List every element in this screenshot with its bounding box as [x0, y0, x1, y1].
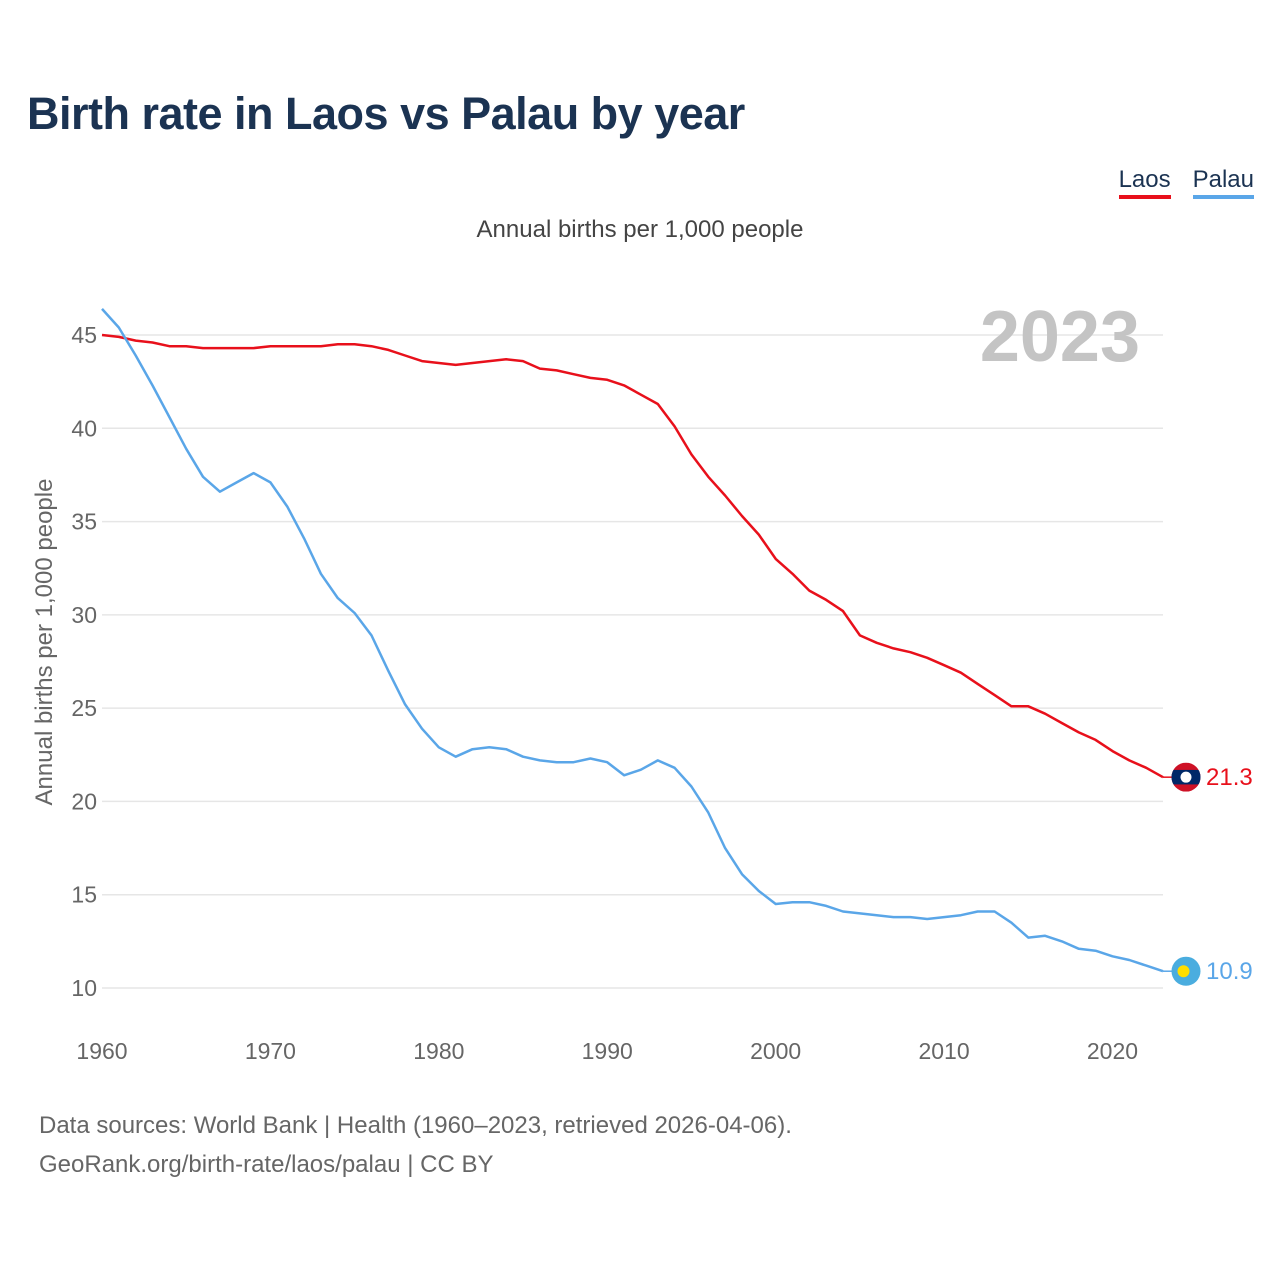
x-tick-label: 2000	[750, 1038, 801, 1064]
series-line-laos[interactable]	[101, 333, 1164, 779]
footer: Data sources: World Bank | Health (1960–…	[39, 1106, 792, 1184]
y-tick-label: 45	[71, 322, 97, 348]
chart-subtitle: Annual births per 1,000 people	[476, 216, 804, 243]
year-label: 2023	[980, 297, 1140, 377]
series-lines	[101, 308, 1164, 973]
end-value-label-palau: 10.9	[1206, 958, 1253, 985]
legend: Laos Palau	[1118, 166, 1254, 199]
end-value-label-laos: 21.3	[1206, 764, 1253, 791]
x-tick-label: 1980	[413, 1038, 464, 1064]
source-text: Data sources: World Bank | Health (1960–…	[39, 1112, 792, 1139]
x-tick-label: 1990	[582, 1038, 633, 1064]
x-tick-label: 2010	[918, 1038, 969, 1064]
x-tick-label: 2020	[1087, 1038, 1138, 1064]
chart-title: Birth rate in Laos vs Palau by year	[27, 88, 745, 139]
palau-flag-icon	[1171, 956, 1201, 986]
y-tick-label: 30	[71, 602, 97, 628]
legend-item-palau[interactable]: Palau	[1192, 166, 1254, 199]
series-line-palau[interactable]	[101, 308, 1164, 973]
y-tick-label: 15	[71, 882, 97, 908]
legend-item-laos[interactable]: Laos	[1118, 166, 1171, 199]
source-link[interactable]: GeoRank.org/birth-rate/laos/palau | CC B…	[39, 1151, 494, 1178]
series-end-markers: 21.3 10.9	[1163, 762, 1253, 986]
y-tick-label: 35	[71, 509, 97, 535]
y-tick-label: 20	[71, 788, 97, 814]
x-axis-ticks: 1960 1970 1980 1990 2000 2010 2020	[76, 1038, 1138, 1064]
y-tick-label: 25	[71, 695, 97, 721]
laos-flag-icon	[1171, 762, 1201, 792]
y-tick-label: 10	[71, 975, 97, 1001]
x-tick-label: 1960	[76, 1038, 127, 1064]
y-axis-ticks: 10 15 20 25 30 35 40 45	[71, 322, 97, 1001]
gridlines	[102, 334, 1163, 989]
y-tick-label: 40	[71, 415, 97, 441]
x-tick-label: 1970	[245, 1038, 296, 1064]
y-axis-label: Annual births per 1,000 people	[31, 479, 58, 806]
